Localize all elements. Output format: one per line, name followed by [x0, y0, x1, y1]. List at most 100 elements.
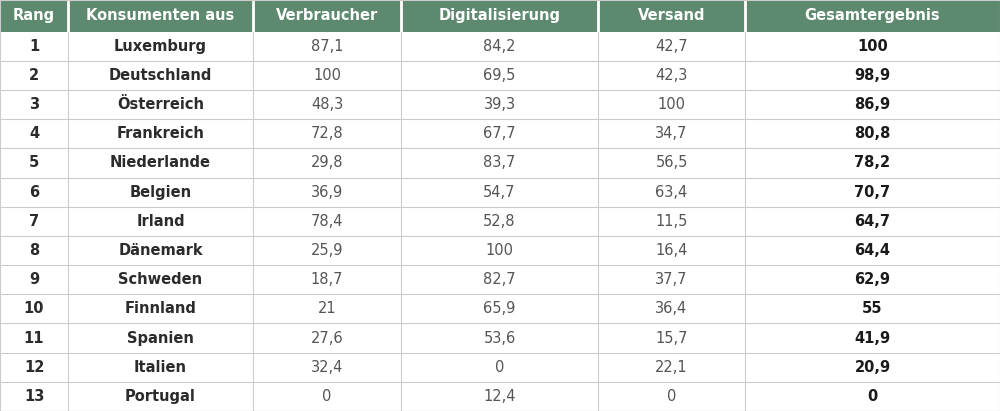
Text: 98,9: 98,9 [854, 68, 891, 83]
Text: 100: 100 [857, 39, 888, 54]
Text: Irland: Irland [136, 214, 185, 229]
Bar [0, 148, 1000, 178]
Text: 11: 11 [24, 330, 44, 346]
Text: 83,7: 83,7 [483, 155, 516, 171]
Bar [745, 0, 1000, 32]
Text: 0: 0 [867, 389, 878, 404]
Text: Digitalisierung: Digitalisierung [439, 8, 560, 23]
Bar [0, 265, 1000, 294]
Text: Gesamtergebnis: Gesamtergebnis [805, 8, 940, 23]
Text: 54,7: 54,7 [483, 185, 516, 200]
Text: 42,3: 42,3 [655, 68, 688, 83]
Text: 22,1: 22,1 [655, 360, 688, 375]
Text: 56,5: 56,5 [655, 155, 688, 171]
Text: 15,7: 15,7 [655, 330, 688, 346]
Text: 16,4: 16,4 [655, 243, 688, 258]
Bar [0, 207, 1000, 236]
Text: 80,8: 80,8 [854, 126, 891, 141]
Text: 100: 100 [313, 68, 341, 83]
Text: Spanien: Spanien [127, 330, 194, 346]
Text: 12: 12 [24, 360, 44, 375]
Text: Niederlande: Niederlande [110, 155, 211, 171]
Text: 78,2: 78,2 [854, 155, 891, 171]
Bar [0, 61, 1000, 90]
Text: 32,4: 32,4 [311, 360, 343, 375]
Text: 29,8: 29,8 [311, 155, 343, 171]
Text: 62,9: 62,9 [854, 272, 891, 287]
Text: 18,7: 18,7 [311, 272, 343, 287]
Text: 6: 6 [29, 185, 39, 200]
Text: 64,7: 64,7 [854, 214, 891, 229]
Text: 5: 5 [29, 155, 39, 171]
Text: 63,4: 63,4 [655, 185, 688, 200]
Bar [0, 119, 1000, 148]
Text: 2: 2 [29, 68, 39, 83]
Bar [0, 382, 1000, 411]
Text: 100: 100 [658, 97, 686, 112]
Text: 4: 4 [29, 126, 39, 141]
Text: 100: 100 [486, 243, 514, 258]
Text: 20,9: 20,9 [854, 360, 891, 375]
Text: 86,9: 86,9 [854, 97, 891, 112]
Bar [598, 0, 745, 32]
Bar [0, 178, 1000, 207]
Text: 1: 1 [29, 39, 39, 54]
Text: Finnland: Finnland [125, 301, 196, 316]
Bar [0, 323, 1000, 353]
Text: Rang: Rang [13, 8, 55, 23]
Text: 0: 0 [322, 389, 332, 404]
Text: 9: 9 [29, 272, 39, 287]
Text: 64,4: 64,4 [854, 243, 891, 258]
Text: 8: 8 [29, 243, 39, 258]
Text: 34,7: 34,7 [655, 126, 688, 141]
Text: 84,2: 84,2 [483, 39, 516, 54]
Text: 70,7: 70,7 [854, 185, 891, 200]
Text: 36,9: 36,9 [311, 185, 343, 200]
Text: Portugal: Portugal [125, 389, 196, 404]
Text: 69,5: 69,5 [483, 68, 516, 83]
Text: Konsumenten aus: Konsumenten aus [86, 8, 235, 23]
Text: Verbraucher: Verbraucher [276, 8, 378, 23]
Text: Versand: Versand [638, 8, 705, 23]
Bar [68, 0, 253, 32]
Text: 67,7: 67,7 [483, 126, 516, 141]
Text: 52,8: 52,8 [483, 214, 516, 229]
Text: Frankreich: Frankreich [117, 126, 204, 141]
Text: 78,4: 78,4 [311, 214, 343, 229]
Text: Deutschland: Deutschland [109, 68, 212, 83]
Text: Italien: Italien [134, 360, 187, 375]
Text: 65,9: 65,9 [483, 301, 516, 316]
Text: 39,3: 39,3 [483, 97, 516, 112]
Text: Dänemark: Dänemark [118, 243, 203, 258]
Text: 0: 0 [667, 389, 676, 404]
Text: 41,9: 41,9 [854, 330, 891, 346]
Bar [0, 32, 1000, 61]
Text: 53,6: 53,6 [483, 330, 516, 346]
Text: 13: 13 [24, 389, 44, 404]
Bar [0, 294, 1000, 323]
Text: 42,7: 42,7 [655, 39, 688, 54]
Text: Österreich: Österreich [117, 97, 204, 112]
Text: Schweden: Schweden [118, 272, 203, 287]
Text: 10: 10 [24, 301, 44, 316]
Bar [0, 0, 68, 32]
Text: 21: 21 [318, 301, 336, 316]
Bar [0, 353, 1000, 382]
Text: 36,4: 36,4 [655, 301, 688, 316]
Bar [401, 0, 598, 32]
Text: 3: 3 [29, 97, 39, 112]
Text: 12,4: 12,4 [483, 389, 516, 404]
Text: 87,1: 87,1 [311, 39, 343, 54]
Text: 11,5: 11,5 [655, 214, 688, 229]
Text: 25,9: 25,9 [311, 243, 343, 258]
Text: 55: 55 [862, 301, 883, 316]
Text: 48,3: 48,3 [311, 97, 343, 112]
Text: 27,6: 27,6 [311, 330, 343, 346]
Text: 37,7: 37,7 [655, 272, 688, 287]
Text: 72,8: 72,8 [311, 126, 343, 141]
Text: Belgien: Belgien [129, 185, 192, 200]
Bar [253, 0, 401, 32]
Text: 82,7: 82,7 [483, 272, 516, 287]
Bar [0, 90, 1000, 119]
Text: Luxemburg: Luxemburg [114, 39, 207, 54]
